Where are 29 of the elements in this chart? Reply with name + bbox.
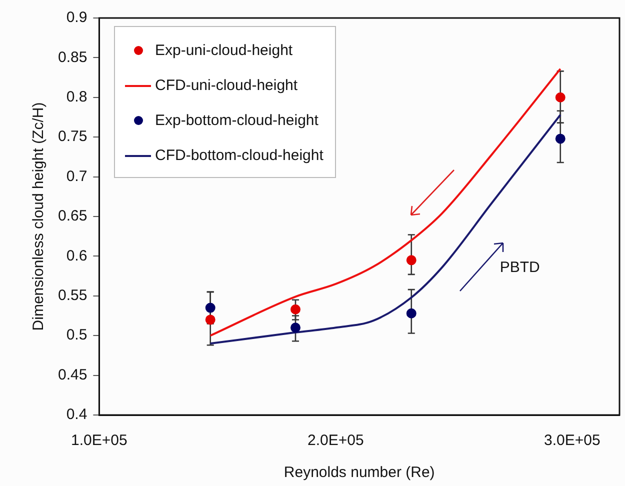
y-tick-label: 0.45 [58, 366, 88, 384]
y-tick-label: 0.8 [66, 88, 88, 106]
point [406, 308, 416, 318]
y-tick-label: 0.75 [58, 128, 88, 146]
legend-label: CFD-bottom-cloud-height [155, 147, 324, 164]
legend-label: Exp-bottom-cloud-height [155, 112, 318, 129]
y-tick-label: 0.6 [66, 247, 88, 264]
point [555, 92, 566, 102]
point [205, 314, 216, 325]
x-tick-label: 1.0E+05 [71, 432, 128, 450]
x-axis-title: Reynolds number (Re) [284, 464, 435, 482]
x-tick-label: 2.0E+05 [308, 432, 364, 450]
legend-label: Exp-uni-cloud-height [155, 42, 293, 59]
y-tick-label: 0.4 [66, 406, 88, 424]
legend-label: CFD-uni-cloud-height [155, 77, 298, 94]
y-tick-label: 0.85 [58, 48, 88, 66]
annotation: PBTD [500, 259, 540, 276]
point [290, 322, 300, 333]
y-tick-label: 0.7 [66, 168, 88, 185]
point [406, 255, 416, 266]
y-tick-label: 0.9 [66, 9, 88, 26]
y-axis-title: Dimensionless cloud height (Zc/H) [30, 102, 48, 331]
point [555, 134, 566, 144]
y-tick-label: 0.5 [66, 326, 88, 344]
point [290, 304, 300, 314]
x-tick-label: 3.0E+05 [544, 432, 600, 450]
point [205, 302, 216, 313]
y-tick-label: 0.65 [58, 208, 88, 225]
y-tick-label: 0.55 [58, 287, 88, 304]
